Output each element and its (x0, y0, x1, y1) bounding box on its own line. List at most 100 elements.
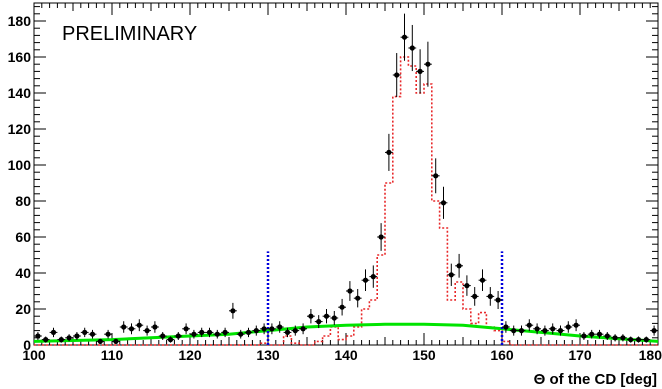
y-tick-label: 40 (15, 265, 31, 281)
data-marker (409, 45, 415, 51)
x-tick-label: 180 (639, 347, 662, 363)
data-marker (191, 331, 197, 337)
data-point (57, 336, 66, 343)
data-marker (596, 331, 603, 337)
data-point (314, 315, 323, 329)
data-point (580, 332, 588, 340)
data-point (650, 325, 658, 336)
data-marker (82, 329, 88, 335)
data-point (174, 332, 183, 340)
data-point (431, 158, 440, 194)
preliminary-label: PRELIMINARY (62, 23, 197, 45)
data-point (509, 325, 518, 336)
data-point (112, 338, 120, 344)
data-marker (378, 234, 384, 240)
x-tick-label: 160 (490, 347, 514, 363)
data-marker (534, 326, 540, 332)
data-point (190, 329, 198, 339)
data-marker (581, 333, 587, 339)
data-point (166, 336, 175, 343)
data-marker (230, 308, 236, 314)
data-point (525, 319, 534, 332)
data-point (291, 325, 300, 336)
data-marker (152, 324, 158, 330)
data-point (494, 291, 502, 309)
data-marker (183, 326, 189, 332)
data-point (49, 327, 58, 338)
data-point (158, 332, 167, 340)
data-marker (113, 338, 119, 344)
data-marker (456, 263, 462, 269)
data-point (439, 186, 448, 219)
data-marker (144, 328, 150, 334)
x-tick-label: 120 (178, 347, 202, 363)
x-axis-title: Θ of the CD [deg] (534, 371, 657, 388)
data-marker (620, 335, 626, 341)
data-marker (362, 277, 369, 283)
data-marker (35, 333, 41, 339)
data-point (533, 323, 541, 335)
data-point (548, 323, 557, 335)
data-point (299, 323, 307, 335)
data-point (595, 329, 604, 339)
data-marker (316, 319, 322, 325)
data-marker (175, 333, 181, 339)
plot-frame (33, 2, 659, 346)
data-point (572, 319, 580, 332)
data-marker (448, 272, 454, 278)
data-point (392, 53, 401, 97)
data-marker (105, 331, 111, 337)
data-point (322, 309, 331, 324)
data-point (275, 321, 284, 333)
data-marker (277, 324, 283, 330)
data-marker (136, 322, 142, 328)
green-curve (33, 322, 659, 343)
data-marker (643, 337, 649, 343)
y-tick-label: 180 (8, 13, 32, 29)
y-tick-label: 160 (8, 49, 32, 65)
data-marker (89, 331, 96, 337)
data-point (478, 269, 487, 291)
data-marker (214, 331, 220, 337)
data-point (346, 281, 354, 301)
data-marker (50, 329, 57, 335)
data-point (197, 327, 206, 338)
data-point (260, 323, 268, 335)
data-point (65, 334, 73, 342)
data-marker (503, 324, 509, 330)
data-point (587, 329, 596, 339)
data-marker (589, 331, 595, 337)
x-tick-label: 110 (101, 347, 124, 363)
data-point (307, 309, 315, 324)
data-point (80, 327, 89, 338)
data-marker (550, 326, 556, 332)
data-marker (425, 61, 431, 67)
data-marker (222, 329, 228, 335)
data-marker (401, 34, 408, 40)
data-point (541, 325, 549, 336)
data-marker (526, 322, 532, 328)
data-marker (635, 337, 642, 343)
data-point (619, 334, 627, 342)
data-marker (331, 315, 337, 321)
x-tick-label: 170 (568, 347, 592, 363)
data-marker (66, 335, 72, 341)
y-axis: 20 40 60 80 100 120 140 160 180 0 (8, 6, 658, 353)
data-point (221, 327, 229, 338)
red-histogram (34, 56, 658, 346)
y-tick-label-zero: 0 (23, 337, 31, 353)
x-tick-label: 100 (22, 347, 46, 363)
data-marker (160, 333, 166, 339)
data-marker (511, 328, 517, 334)
data-point (73, 332, 81, 340)
data-marker (557, 328, 564, 334)
data-point (377, 223, 385, 251)
data-marker (518, 328, 525, 334)
data-marker (58, 337, 64, 343)
data-point (143, 325, 151, 336)
x-tick-label: 130 (256, 347, 280, 363)
data-point (400, 13, 409, 61)
data-marker (487, 293, 493, 299)
data-marker (565, 324, 571, 330)
